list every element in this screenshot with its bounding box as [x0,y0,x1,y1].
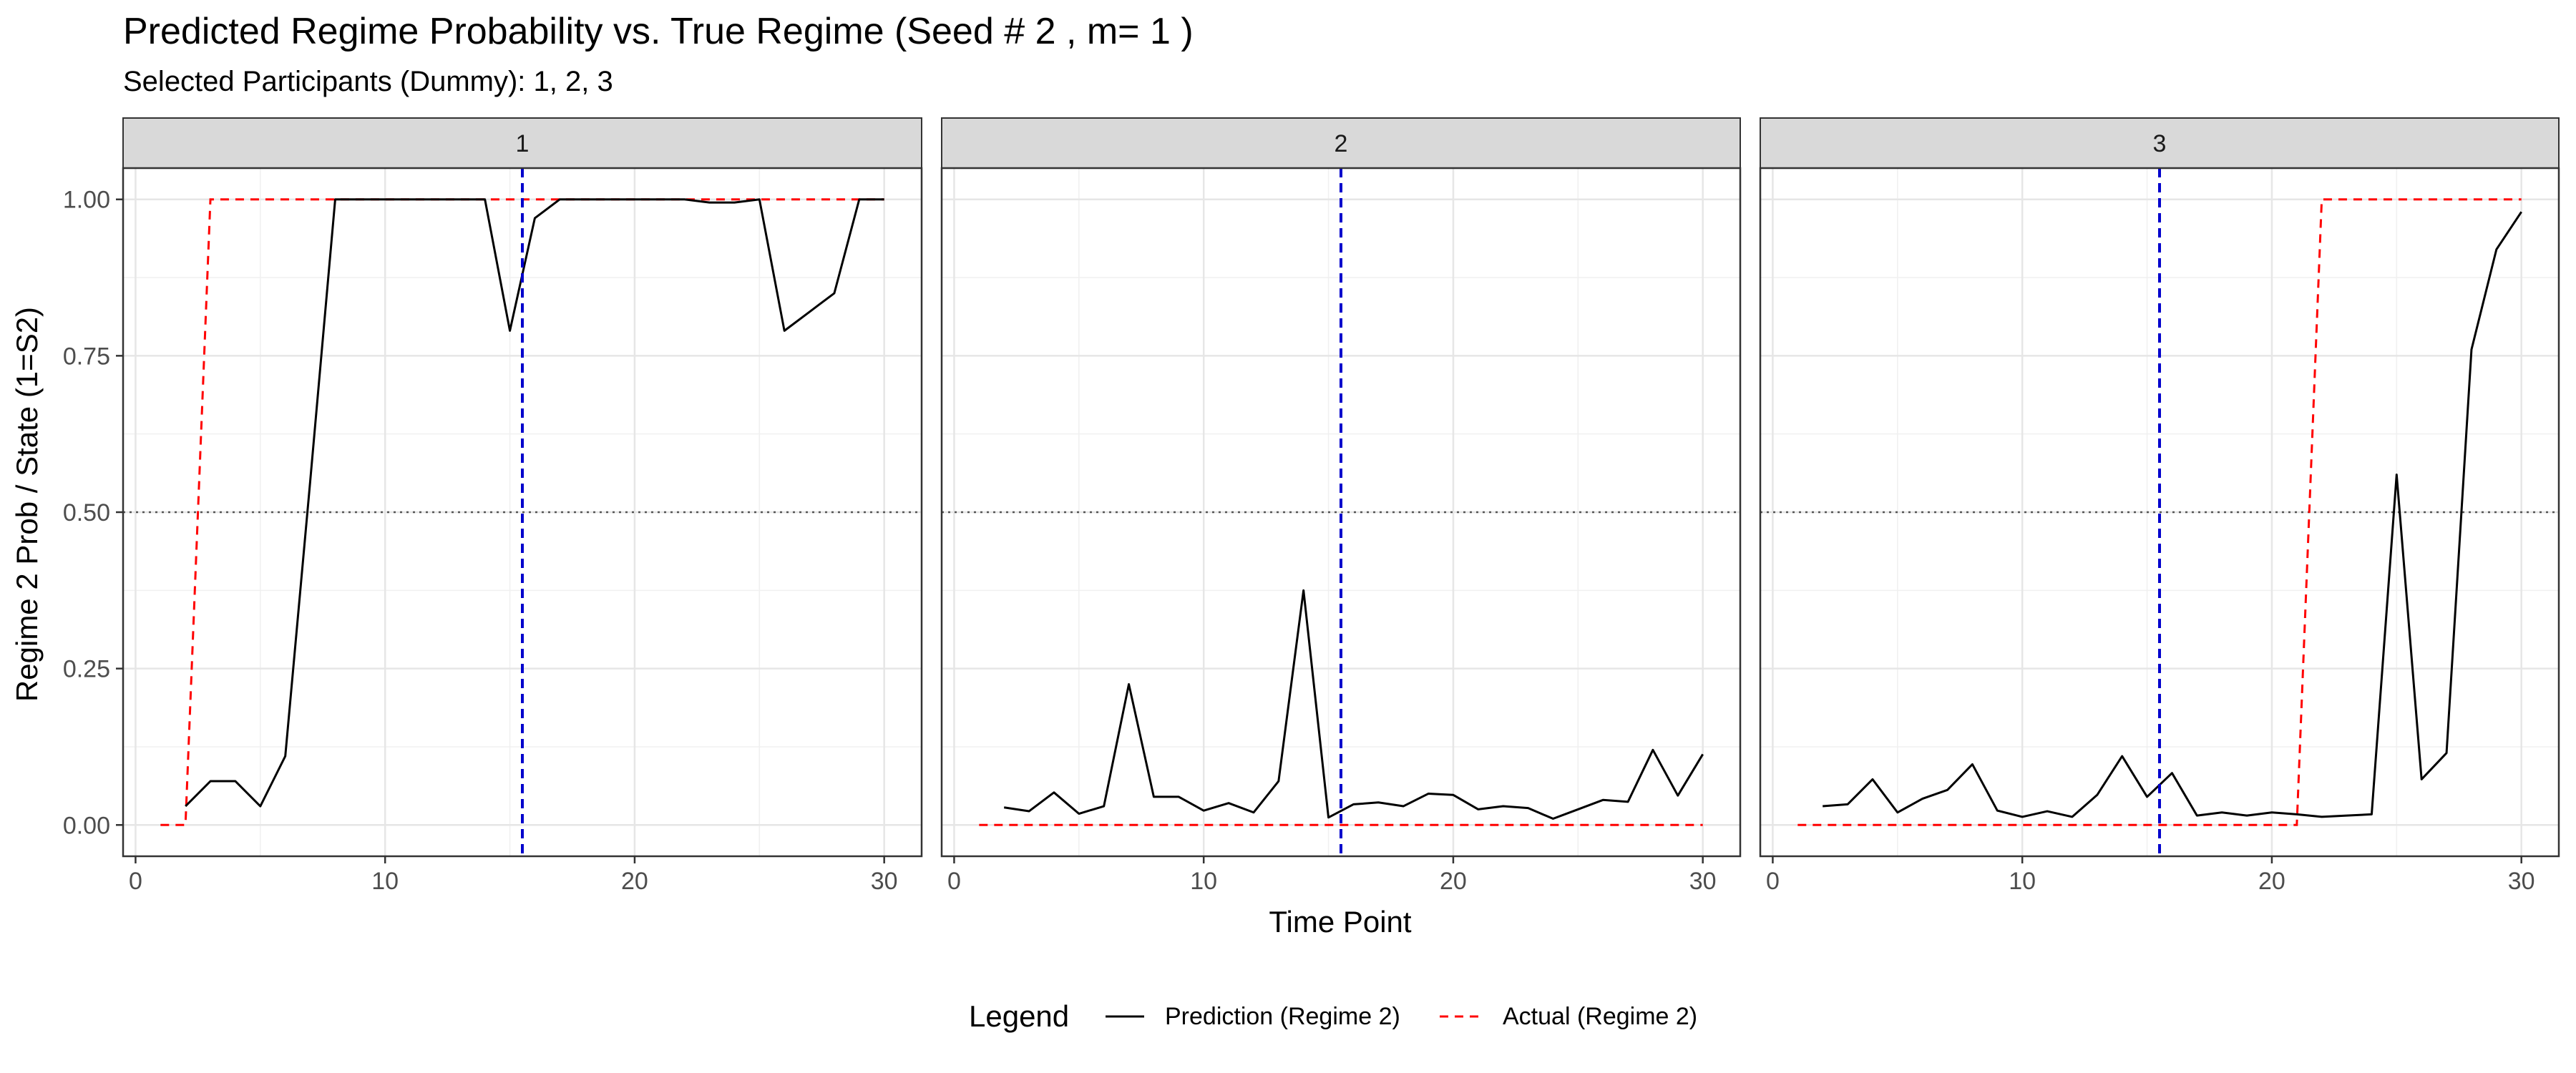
actual-series-line [1797,198,2522,826]
x-axis-label: Time Point [1269,905,1412,939]
chart-title: Predicted Regime Probability vs. True Re… [123,11,1194,52]
panel-3: 30 10 20 30 [1759,117,2560,895]
x-tick-label: 10 [371,868,399,895]
x-tick-label: 20 [2258,868,2285,895]
y-tick-label: 0.50 [63,499,110,526]
legend-label-actual: Actual (Regime 2) [1503,1003,1697,1030]
prediction-series-line [1823,211,2522,818]
panel-1: 10 10 20 300.000.250.500.751.00 [63,117,923,895]
chart-subtitle: Selected Participants (Dummy): 1, 2, 3 [123,66,613,97]
legend-label-prediction: Prediction (Regime 2) [1165,1003,1400,1030]
facet-strip-label: 1 [516,130,530,157]
x-tick-label: 10 [2009,868,2036,895]
facet-strip-label: 3 [2153,130,2167,157]
x-tick-label: 30 [871,868,898,895]
x-tick-label: 30 [2508,868,2535,895]
actual-series-line [160,198,884,826]
facet-strip [941,117,1741,169]
x-tick-label: 0 [1766,868,1780,895]
prediction-series-line [1003,589,1704,820]
facet-strip-label: 2 [1335,130,1348,157]
y-tick-label: 0.75 [63,343,110,370]
x-tick-label: 0 [129,868,142,895]
x-tick-label: 20 [1440,868,1467,895]
y-axis-label: Regime 2 Prob / State (1=S2) [10,307,44,702]
panel-border [940,167,1742,858]
legend-title: Legend [969,999,1069,1033]
x-tick-label: 0 [947,868,961,895]
y-tick-label: 0.00 [63,812,110,839]
legend: Legend Prediction (Regime 2) Actual (Reg… [969,999,1697,1033]
facet-strip [1760,117,2560,169]
prediction-series-line [185,198,884,808]
x-tick-label: 30 [1689,868,1717,895]
x-tick-label: 20 [621,868,648,895]
y-tick-label: 1.00 [63,187,110,214]
x-tick-label: 10 [1190,868,1217,895]
panel-border [1759,167,2560,858]
y-tick-label: 0.25 [63,656,110,683]
panel-2: 20 10 20 30 [940,117,1742,895]
